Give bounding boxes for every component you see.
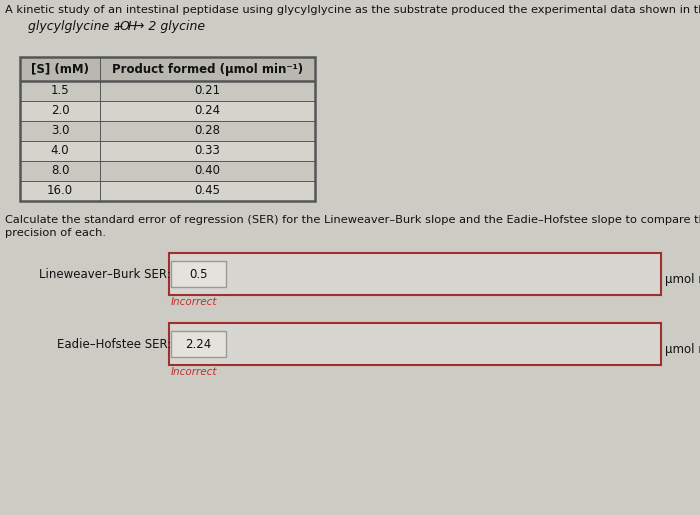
Bar — [20, 181, 315, 201]
Text: Calculate the standard error of regression (SER) for the Lineweaver–Burk slope a: Calculate the standard error of regressi… — [5, 215, 700, 225]
Text: Lineweaver–Burk SER:: Lineweaver–Burk SER: — [39, 267, 171, 281]
Text: 0.21: 0.21 — [195, 84, 220, 97]
Bar — [20, 141, 315, 161]
Text: 1.5: 1.5 — [50, 84, 69, 97]
Text: 2.24: 2.24 — [186, 337, 211, 351]
Bar — [171, 331, 226, 357]
Bar — [20, 121, 315, 141]
Text: 0.45: 0.45 — [195, 184, 220, 197]
Bar — [20, 81, 315, 101]
Text: [S] (mM): [S] (mM) — [31, 62, 89, 76]
Bar — [20, 101, 315, 121]
Text: precision of each.: precision of each. — [5, 228, 106, 238]
Bar — [169, 253, 661, 295]
Text: 0.28: 0.28 — [195, 125, 220, 138]
Bar — [171, 261, 226, 287]
Text: μmol min⁻¹: μmol min⁻¹ — [665, 342, 700, 355]
Text: glycylglycine + H: glycylglycine + H — [28, 20, 137, 33]
Text: 0.33: 0.33 — [195, 145, 220, 158]
Text: Eadie–Hofstee SER:: Eadie–Hofstee SER: — [57, 337, 171, 351]
Bar — [20, 161, 315, 181]
Text: Product formed (μmol min⁻¹): Product formed (μmol min⁻¹) — [112, 62, 303, 76]
Text: 0.24: 0.24 — [195, 105, 220, 117]
Text: 16.0: 16.0 — [47, 184, 73, 197]
Bar — [20, 57, 315, 201]
Text: O → 2 glycine: O → 2 glycine — [120, 20, 206, 33]
Bar — [20, 57, 315, 81]
Text: Incorrect: Incorrect — [171, 297, 218, 307]
Text: 4.0: 4.0 — [50, 145, 69, 158]
Bar — [20, 57, 315, 201]
Bar — [169, 323, 661, 365]
Text: 2.0: 2.0 — [50, 105, 69, 117]
Text: μmol min⁻¹: μmol min⁻¹ — [665, 272, 700, 285]
Text: 0.5: 0.5 — [189, 267, 208, 281]
Text: 8.0: 8.0 — [50, 164, 69, 178]
Text: A kinetic study of an intestinal peptidase using glycylglycine as the substrate : A kinetic study of an intestinal peptida… — [5, 5, 700, 15]
Text: 2: 2 — [114, 24, 120, 32]
Text: 0.40: 0.40 — [195, 164, 220, 178]
Text: 3.0: 3.0 — [50, 125, 69, 138]
Text: Incorrect: Incorrect — [171, 367, 218, 377]
